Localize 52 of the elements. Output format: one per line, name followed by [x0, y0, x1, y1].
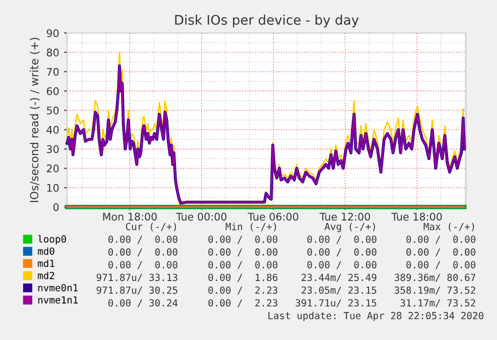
- text: Avg (-/+): [324, 222, 375, 232]
- x-tick-label: Tue 06:00: [248, 212, 298, 221]
- text: Min (-/+): [226, 222, 276, 232]
- y-tick-label: 90: [46, 29, 59, 38]
- text: 0.00 / 0.00: [307, 236, 376, 244]
- text: 0.00 / 0.00: [108, 248, 178, 256]
- text: 0.00 / 1.86: [208, 274, 278, 282]
- x-tick-label: Mon 18:00: [103, 212, 157, 221]
- text: 0.00 / 0.00: [406, 261, 476, 270]
- text: 391.71u/ 23.15: [296, 299, 376, 308]
- legend-label: md2: [38, 272, 54, 280]
- legend-label: nvme0n1: [38, 284, 78, 292]
- text: 971.87u/ 30.25: [96, 286, 178, 295]
- text: 0.00 / 0.00: [208, 261, 278, 270]
- text: 0.00 / 0.00: [208, 236, 278, 244]
- chart-title: Disk IOs per device - by day: [175, 14, 359, 28]
- text: 389.36m/ 80.67: [394, 274, 476, 282]
- text: 31.17m/ 73.52: [400, 299, 476, 308]
- text: 0.00 / 0.00: [307, 261, 376, 270]
- text: 0.00 / 0.00: [406, 248, 476, 256]
- y-tick-label: 0: [53, 203, 59, 212]
- text: Last update: Tue Apr 28 22:05:34 2020: [268, 312, 484, 322]
- text: 358.19m/ 73.52: [394, 286, 476, 295]
- text: 0.00 / 0.00: [406, 236, 476, 244]
- legend-label: md0: [38, 247, 54, 255]
- y-tick-label: 70: [46, 68, 59, 76]
- x-tick-label: Tue 12:00: [320, 212, 370, 221]
- x-tick-label: Tue 00:00: [176, 212, 226, 221]
- y-tick-label: 50: [46, 106, 59, 114]
- y-tick-label: 10: [47, 184, 59, 192]
- text: Cur (-/+): [126, 222, 176, 232]
- y-tick-label: 40: [46, 126, 59, 134]
- text: 0.00 / 2.23: [208, 299, 278, 308]
- legend-label: md1: [38, 260, 54, 268]
- y-tick-label: 60: [46, 87, 59, 96]
- legend-label: loop0: [38, 235, 66, 245]
- text: 0.00 / 2.23: [208, 286, 278, 295]
- y-tick-label: 30: [46, 145, 59, 154]
- y-tick-label: 80: [46, 48, 59, 56]
- x-tick-label: Tue 18:00: [391, 212, 442, 221]
- text: 0.00 / 0.00: [307, 248, 376, 256]
- text: 23.44m/ 25.49: [302, 274, 376, 282]
- text: Max (-/+): [424, 222, 474, 232]
- text: 0.00 / 30.24: [108, 299, 178, 308]
- text: 0.00 / 0.00: [108, 261, 178, 270]
- legend-label: nvme1n1: [38, 296, 78, 304]
- text: 0.00 / 0.00: [108, 236, 178, 244]
- text: 23.05m/ 23.15: [302, 286, 376, 295]
- text: 0.00 / 0.00: [208, 248, 278, 256]
- y-axis-title: IOs/second read (-) / write (+): [30, 38, 40, 202]
- y-tick-label: 20: [46, 164, 59, 172]
- text: 971.87u/ 33.13: [96, 274, 178, 282]
